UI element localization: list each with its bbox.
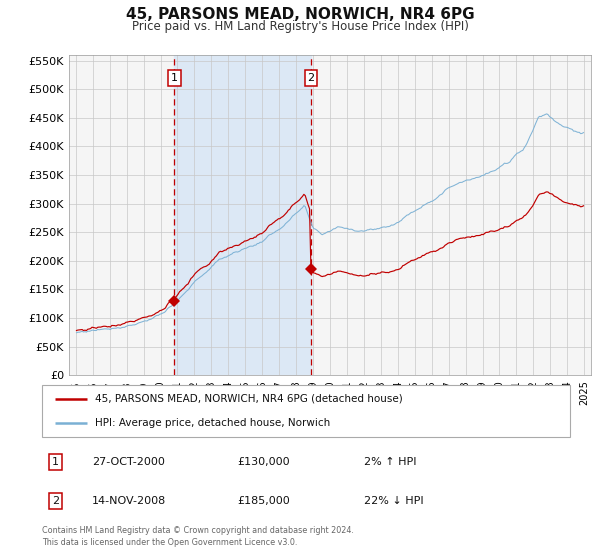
Text: 45, PARSONS MEAD, NORWICH, NR4 6PG (detached house): 45, PARSONS MEAD, NORWICH, NR4 6PG (deta…	[95, 394, 403, 404]
Text: 45, PARSONS MEAD, NORWICH, NR4 6PG: 45, PARSONS MEAD, NORWICH, NR4 6PG	[125, 7, 475, 22]
Bar	[175, 55, 311, 375]
Text: £185,000: £185,000	[238, 496, 290, 506]
Text: 1: 1	[171, 73, 178, 83]
Text: Price paid vs. HM Land Registry's House Price Index (HPI): Price paid vs. HM Land Registry's House …	[131, 20, 469, 32]
Text: 27-OCT-2000: 27-OCT-2000	[92, 457, 165, 467]
Text: HPI: Average price, detached house, Norwich: HPI: Average price, detached house, Norw…	[95, 418, 330, 428]
Text: 2: 2	[307, 73, 314, 83]
Text: 22% ↓ HPI: 22% ↓ HPI	[364, 496, 424, 506]
Text: 14-NOV-2008: 14-NOV-2008	[92, 496, 166, 506]
Text: 2% ↑ HPI: 2% ↑ HPI	[364, 457, 416, 467]
Text: 1: 1	[52, 457, 59, 467]
Text: This data is licensed under the Open Government Licence v3.0.: This data is licensed under the Open Gov…	[42, 538, 298, 547]
Text: Contains HM Land Registry data © Crown copyright and database right 2024.: Contains HM Land Registry data © Crown c…	[42, 526, 354, 535]
FancyBboxPatch shape	[42, 385, 570, 437]
Text: 2: 2	[52, 496, 59, 506]
Text: £130,000: £130,000	[238, 457, 290, 467]
